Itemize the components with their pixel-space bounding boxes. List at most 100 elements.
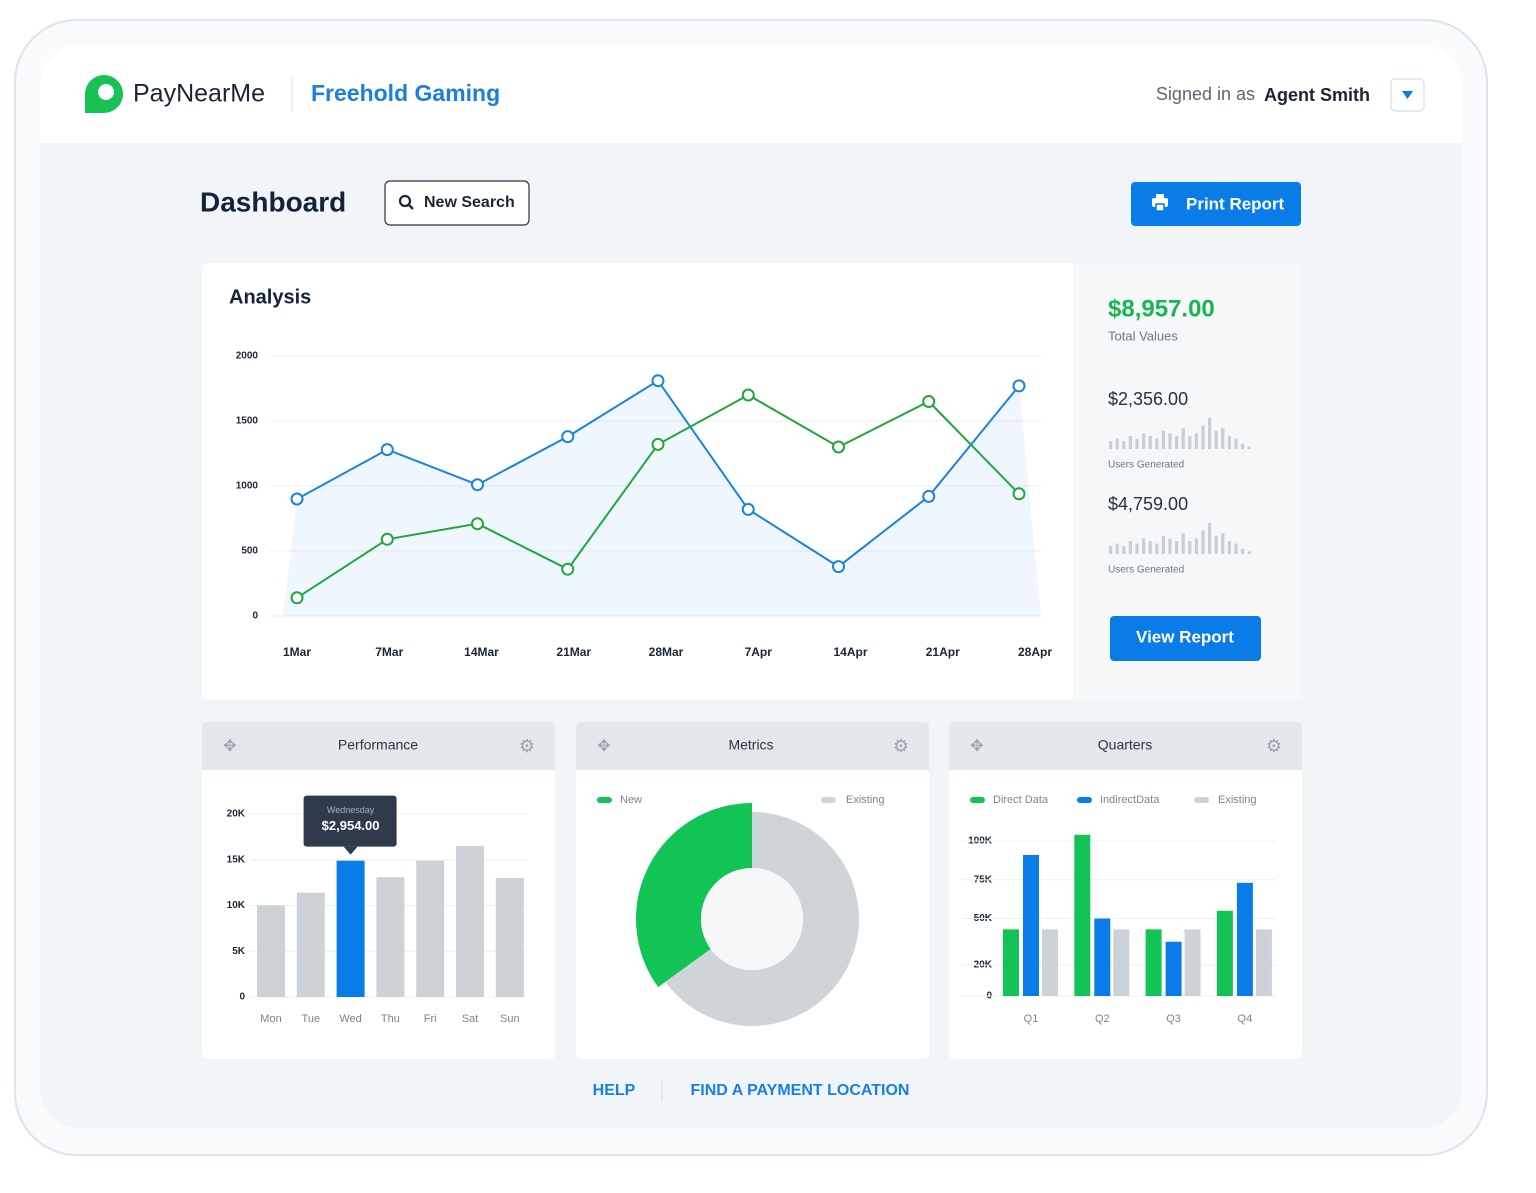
bar — [1094, 918, 1111, 996]
settings-icon[interactable]: ⚙ — [893, 736, 909, 756]
tooltip — [303, 795, 397, 847]
legend-label: New — [620, 794, 642, 806]
spark-bar — [1155, 438, 1159, 449]
point — [561, 562, 575, 576]
spark-bar — [1214, 430, 1218, 449]
spark-bar — [1109, 441, 1113, 449]
spark-bar — [1142, 538, 1146, 554]
y-tick-label: 500 — [241, 546, 258, 557]
pie-slice — [665, 812, 859, 1026]
bar — [1145, 929, 1162, 996]
spark-bar — [1161, 535, 1165, 554]
x-tick-label: Sun — [500, 1013, 520, 1025]
point — [471, 478, 484, 492]
point — [922, 395, 936, 408]
print-report-button[interactable]: Print Report — [1131, 182, 1301, 226]
footer-link[interactable]: HELP — [593, 1082, 636, 1099]
x-tick-label: Thu — [381, 1013, 400, 1025]
x-tick-label: Q3 — [1166, 1013, 1181, 1025]
logo-text: PayNearMe — [133, 80, 265, 108]
spark-bar — [1201, 425, 1205, 449]
bar — [257, 905, 285, 997]
x-tick-label: Sat — [462, 1013, 479, 1025]
spark-bar — [1175, 541, 1179, 554]
view-report-button[interactable]: View Report — [1110, 616, 1261, 661]
point — [290, 591, 304, 605]
x-tick-label: Mon — [260, 1013, 281, 1025]
spark-bar — [1221, 428, 1225, 449]
bar — [1042, 929, 1058, 996]
summary-label: Users Generated — [1108, 460, 1184, 471]
point — [290, 492, 304, 506]
spark-bar — [1234, 543, 1238, 554]
x-tick-label: Wed — [339, 1013, 361, 1025]
footer-link[interactable]: FIND A PAYMENT LOCATION — [691, 1082, 910, 1099]
y-tick-label: 1500 — [236, 416, 259, 427]
spark-bar — [1221, 533, 1225, 554]
point — [832, 560, 845, 574]
spark-bar — [1181, 533, 1185, 554]
bar — [336, 860, 365, 997]
x-tick-label: 21Mar — [556, 645, 591, 659]
spark-bar — [1208, 417, 1212, 449]
bar — [1184, 929, 1201, 996]
settings-icon[interactable]: ⚙ — [1266, 736, 1282, 756]
point — [922, 489, 936, 503]
logo[interactable]: PayNearMe — [85, 75, 265, 113]
spark-bar — [1241, 443, 1245, 449]
spark-bar — [1247, 551, 1251, 554]
spark-bar — [1122, 441, 1126, 449]
y-tick-label: 20K — [227, 809, 246, 820]
user-name: Agent Smith — [1264, 85, 1370, 105]
x-tick-label: 1Mar — [283, 645, 311, 659]
panel-title: Analysis — [229, 286, 311, 308]
move-icon[interactable]: ✥ — [223, 738, 236, 755]
move-icon[interactable]: ✥ — [970, 738, 983, 755]
panel-title: Performance — [338, 737, 418, 753]
x-tick-label: Q1 — [1024, 1013, 1039, 1025]
top-bar — [40, 45, 1462, 143]
spark-bar — [1122, 546, 1126, 554]
legend-label: Existing — [846, 794, 885, 806]
spark-bar — [1188, 436, 1192, 449]
point — [651, 374, 665, 388]
move-icon[interactable]: ✥ — [597, 738, 610, 755]
spark-bar — [1128, 541, 1132, 554]
bar — [296, 892, 325, 997]
y-tick-label: 10K — [227, 900, 246, 911]
spark-bar — [1135, 543, 1139, 554]
signed-in-label: Signed in as — [1156, 84, 1255, 104]
bar — [1236, 882, 1253, 996]
spark-bar — [1115, 438, 1119, 449]
bar — [1165, 941, 1182, 996]
legend-swatch — [1194, 797, 1209, 803]
bar — [1255, 929, 1272, 996]
bar — [1216, 910, 1233, 996]
bar — [416, 860, 445, 997]
x-tick-label: Fri — [424, 1013, 437, 1025]
tooltip-title: Wednesday — [327, 805, 375, 815]
summary-value: $4,759.00 — [1108, 494, 1188, 514]
donut-hole — [701, 868, 803, 970]
spark-bar — [1241, 548, 1245, 554]
bar — [1003, 929, 1019, 996]
new-search-button[interactable]: New Search — [384, 180, 530, 226]
tooltip-arrow — [343, 846, 358, 855]
total-value: $8,957.00 — [1108, 295, 1215, 322]
button-label: Print Report — [1186, 194, 1285, 213]
legend-label: Existing — [1218, 794, 1257, 806]
panel-title: Quarters — [1098, 737, 1152, 753]
point — [380, 532, 394, 546]
tooltip-value: $2,954.00 — [322, 818, 380, 833]
spark-bar — [1109, 546, 1113, 554]
bar — [456, 846, 484, 997]
total-label: Total Values — [1108, 328, 1178, 343]
settings-icon[interactable]: ⚙ — [519, 736, 535, 756]
x-tick-label: 28Apr — [1018, 645, 1052, 659]
x-tick-label: Tue — [302, 1013, 321, 1025]
point — [741, 502, 755, 516]
y-tick-label: 1000 — [236, 481, 259, 492]
spark-bar — [1214, 535, 1218, 554]
user-dropdown[interactable] — [1390, 78, 1425, 112]
summary-label: Users Generated — [1108, 565, 1184, 576]
